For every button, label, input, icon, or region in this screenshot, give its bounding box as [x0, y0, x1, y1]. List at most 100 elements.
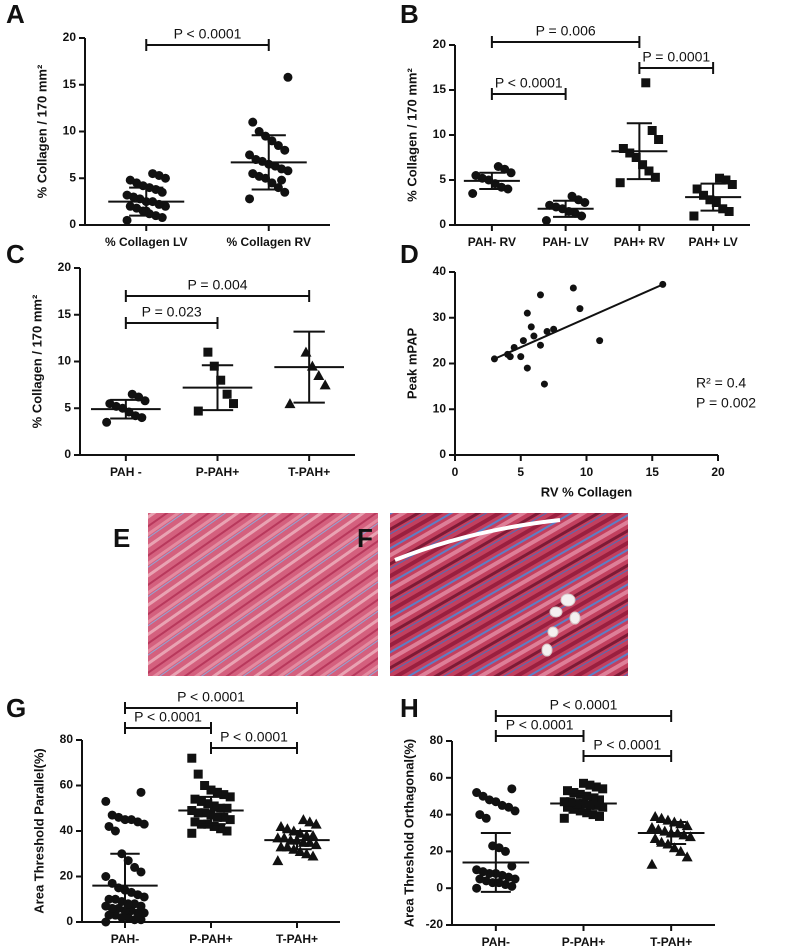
y-tick-label: 40 [433, 264, 447, 278]
data-point [200, 808, 210, 818]
data-point [721, 175, 731, 185]
data-point [190, 794, 200, 804]
data-point [110, 894, 120, 904]
data-point [107, 810, 117, 820]
data-point [187, 828, 197, 838]
p-value: P < 0.0001 [220, 729, 288, 745]
data-point [517, 353, 525, 361]
data-point [212, 787, 222, 797]
data-point [647, 126, 657, 135]
data-point [475, 810, 485, 820]
panel-label: A [6, 0, 25, 29]
y-tick-label: 80 [430, 733, 444, 747]
x-tick-label: 0 [452, 465, 459, 479]
data-point [649, 833, 661, 844]
data-point [114, 903, 124, 913]
x-tick-label: T-PAH+ [650, 935, 692, 949]
data-point [510, 343, 518, 351]
data-point [588, 793, 598, 803]
y-tick-label: 0 [64, 447, 71, 461]
y-tick-label: 30 [433, 310, 447, 324]
data-point [254, 127, 264, 136]
data-point [654, 135, 664, 144]
panel-label: D [400, 239, 419, 269]
data-point [724, 207, 734, 216]
y-tick-label: 5 [69, 170, 76, 184]
data-point [567, 191, 577, 201]
data-point [493, 162, 503, 171]
data-point [507, 784, 517, 794]
x-tick-label: P-PAH+ [562, 935, 605, 949]
data-point [576, 305, 584, 313]
data-point [219, 812, 229, 822]
y-tick-label: 5 [64, 400, 71, 414]
data-point [490, 355, 498, 363]
data-point [472, 865, 482, 875]
data-point [646, 821, 658, 832]
data-point [206, 785, 216, 795]
p-value: P < 0.0001 [174, 26, 242, 42]
data-point [523, 309, 531, 317]
data-point [148, 169, 158, 179]
data-point [566, 797, 576, 807]
data-point [209, 821, 219, 831]
data-point [229, 399, 238, 409]
vessels [541, 593, 581, 657]
y-axis-title: Area Threshold Orthagonal(%) [401, 739, 416, 928]
x-tick-label: PAH- [111, 932, 139, 946]
data-point [130, 862, 140, 872]
data-point [139, 908, 149, 918]
data-point [248, 117, 258, 127]
data-point [615, 178, 625, 188]
data-point [283, 72, 293, 82]
data-point [569, 788, 579, 798]
y-tick-label: 40 [430, 807, 444, 821]
annotation: P = 0.002 [696, 395, 756, 411]
data-point [705, 195, 715, 205]
data-point [277, 175, 287, 185]
data-point [196, 796, 206, 806]
data-point [563, 802, 572, 812]
data-point [222, 389, 232, 399]
x-tick-label: T-PAH+ [276, 932, 318, 946]
y-tick-label: 10 [63, 124, 77, 138]
data-point [625, 148, 635, 158]
data-point [559, 813, 569, 823]
y-tick-label: -20 [426, 917, 444, 931]
data-point [297, 814, 309, 825]
data-point [545, 200, 555, 210]
p-value: P = 0.006 [536, 23, 596, 39]
data-point [718, 204, 728, 214]
data-point [644, 166, 654, 176]
data-point [563, 786, 572, 796]
data-point [631, 153, 641, 162]
x-tick-label: 10 [580, 465, 594, 479]
data-point [649, 810, 661, 821]
data-point [284, 398, 296, 409]
x-tick-label: 15 [646, 465, 660, 479]
data-point [668, 842, 680, 853]
data-point [110, 826, 120, 836]
x-tick-label: P-PAH+ [189, 932, 232, 946]
data-point [272, 855, 284, 866]
data-point [125, 175, 135, 185]
y-tick-label: 0 [66, 914, 73, 928]
y-tick-label: 15 [433, 82, 447, 96]
y-tick-label: 60 [430, 770, 444, 784]
data-point [582, 791, 592, 801]
y-tick-label: 20 [63, 30, 77, 44]
data-point [187, 753, 197, 763]
y-tick-label: 20 [433, 37, 447, 51]
data-point [536, 291, 544, 299]
data-point [125, 201, 135, 211]
p-value: P < 0.0001 [177, 689, 245, 705]
data-point [641, 78, 651, 88]
panel-label: F [357, 523, 373, 553]
data-point [104, 894, 114, 904]
data-point [507, 861, 517, 871]
p-value: P < 0.0001 [550, 697, 618, 713]
y-tick-label: 0 [439, 217, 446, 231]
data-point [585, 800, 595, 810]
data-point [711, 198, 721, 207]
